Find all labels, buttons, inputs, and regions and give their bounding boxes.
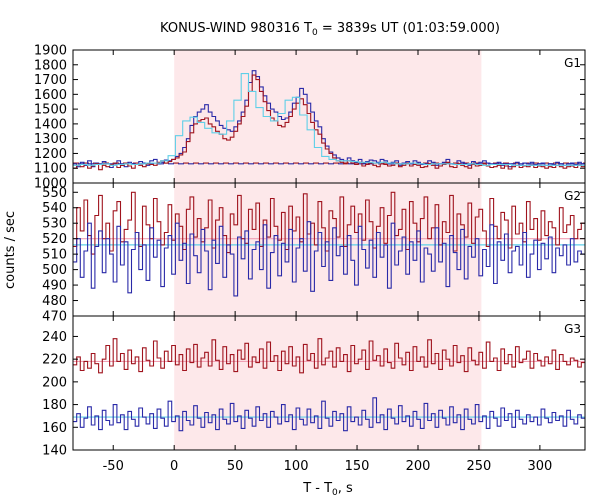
panel-g1-series-red — [73, 74, 585, 171]
title-rest: = 3839s UT (01:03:59.000) — [318, 21, 500, 36]
panel-g1-y-tick-label: 1800 — [34, 58, 67, 73]
panel-g2-y-tick-label: 480 — [42, 294, 67, 309]
panel-g3-y-tick-label: 160 — [42, 421, 67, 436]
panel-g3-y-tick-label: 220 — [42, 353, 67, 368]
x-tick-label: 150 — [345, 459, 370, 474]
panel-g1-y-tick-label: 1600 — [34, 88, 67, 103]
panel-g2-y-tick-label: 520 — [42, 232, 67, 247]
chart-title: KONUS-WIND 980316 T0 = 3839s UT (01:03:5… — [160, 21, 500, 38]
x-axis-label-subscript: 0 — [332, 488, 338, 498]
panel-g2-y-tick-label: 530 — [42, 217, 67, 232]
panel-g2-y-tick-label: 540 — [42, 201, 67, 216]
panel-g3-series-red — [73, 338, 585, 374]
panel-g3-y-tick-label: 180 — [42, 398, 67, 413]
panel-g3-y-tick-label: 200 — [42, 375, 67, 390]
panel-g1-y-tick-label: 1200 — [34, 147, 67, 162]
panel-g3-label: G3 — [564, 322, 581, 336]
x-tick-label: 100 — [284, 459, 309, 474]
panel-g2-series-red — [73, 191, 585, 255]
plot-area: 1000110012001300140015001600170018001900… — [34, 44, 586, 474]
x-axis-label-rest: , s — [338, 481, 353, 496]
x-tick-label: 200 — [406, 459, 431, 474]
panel-g2-shaded-interval — [174, 183, 482, 316]
panel-g3-y-tick-label: 240 — [42, 330, 67, 345]
panel-g2-y-tick-label: 500 — [42, 263, 67, 278]
x-axis-label: T - T0, s — [302, 481, 353, 498]
panel-g3-frame — [72, 315, 586, 451]
panel-g2-label: G2 — [564, 189, 581, 203]
title-main: KONUS-WIND 980316 T — [160, 21, 312, 36]
panel-g1-series-cyan — [73, 73, 585, 166]
y-axis-label: counts / sec — [3, 211, 18, 289]
x-tick-label: -50 — [103, 459, 124, 474]
panel-g2-y-tick-label: 550 — [42, 186, 67, 201]
panel-g2-y-tick-label: 510 — [42, 248, 67, 263]
x-tick-label: 250 — [467, 459, 492, 474]
panel-g3-series-blue — [73, 397, 585, 432]
panel-g1-y-tick-label: 1500 — [34, 103, 67, 118]
title-subscript: 0 — [312, 28, 318, 38]
panel-g1-y-tick-label: 1400 — [34, 117, 67, 132]
panel-g3-y-tick-label: 140 — [42, 444, 67, 459]
panel-g1-y-tick-label: 1700 — [34, 73, 67, 88]
panel-g3-shaded-interval — [174, 316, 482, 450]
panel-g1-y-tick-label: 1300 — [34, 132, 67, 147]
panel-g2-series-blue — [73, 221, 585, 297]
x-tick-label: 300 — [527, 459, 552, 474]
x-tick-label: 50 — [227, 459, 244, 474]
panel-g1-y-tick-label: 1900 — [34, 44, 67, 59]
panel-g1-y-tick-label: 1100 — [34, 162, 67, 177]
x-axis-label-main: T - T — [302, 481, 332, 496]
panel-g1-y-tick-label: 1000 — [34, 177, 67, 192]
x-tick-label: 0 — [170, 459, 178, 474]
panel-g2-y-tick-label: 470 — [42, 310, 67, 325]
panel-g2-y-tick-label: 490 — [42, 279, 67, 294]
panel-g1-label: G1 — [564, 56, 581, 70]
